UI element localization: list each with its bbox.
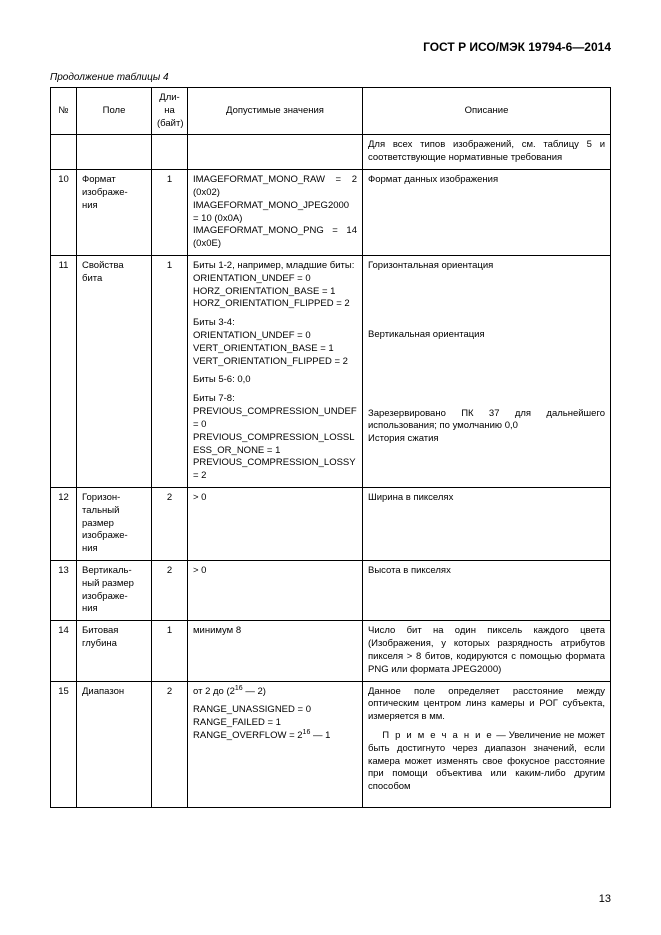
cell-description: Формат данных изображения <box>363 170 611 256</box>
cell-description: Число бит на один пиксель каждого цвета … <box>363 621 611 681</box>
cell-description: Горизонтальная ориентация Вертикальная о… <box>363 255 611 487</box>
table-row: 10 Формат изображе- ния 1 IMAGEFORMAT_MO… <box>51 170 611 256</box>
table-row: 15 Диапазон 2 от 2 до (216 — 2) RANGE_UN… <box>51 681 611 807</box>
cell-length: 2 <box>152 681 188 807</box>
text: RANGE_OVERFLOW = 2 <box>193 730 303 741</box>
cell-field: Битовая глубина <box>77 621 152 681</box>
cell-num: 11 <box>51 255 77 487</box>
cell-field: Вертикаль- ный размер изображе- ния <box>77 561 152 621</box>
header-description: Описание <box>363 88 611 135</box>
value-part: RANGE_FAILED = 1 <box>193 717 357 730</box>
document-standard-code: ГОСТ Р ИСО/МЭК 19794-6—2014 <box>50 40 611 54</box>
page-number: 13 <box>599 893 611 905</box>
cell-values: IMAGEFORMAT_MONO_RAW = 2 (0x02) IMAGEFOR… <box>188 170 363 256</box>
value-part: RANGE_OVERFLOW = 216 — 1 <box>193 730 357 743</box>
cell-field: Свойства бита <box>77 255 152 487</box>
cell-field: Горизон- тальный размер изображе- ния <box>77 487 152 560</box>
cell-length: 2 <box>152 487 188 560</box>
value-part: от 2 до (216 — 2) <box>193 686 357 699</box>
cell-field: Диапазон <box>77 681 152 807</box>
cell-num <box>51 135 77 170</box>
desc-part: Горизонтальная ориентация <box>368 260 605 273</box>
cell-description: Ширина в пикселях <box>363 487 611 560</box>
cell-length: 1 <box>152 621 188 681</box>
header-field: Поле <box>77 88 152 135</box>
cell-num: 12 <box>51 487 77 560</box>
cell-length: 1 <box>152 255 188 487</box>
note: П р и м е ч а н и е — Увеличение не може… <box>368 730 605 794</box>
text: от 2 до (2 <box>193 686 235 697</box>
desc-part: Вертикальная ориентация <box>368 329 605 342</box>
value-part: RANGE_UNASSIGNED = 0 <box>193 704 357 717</box>
table-row: Для всех типов изображений, см. таблицу … <box>51 135 611 170</box>
value-part: Биты 3-4: ORIENTATION_UNDEF = 0 VERT_ORI… <box>193 317 357 368</box>
note-label: П р и м е ч а н и е <box>382 730 493 741</box>
cell-values: > 0 <box>188 487 363 560</box>
cell-values <box>188 135 363 170</box>
cell-length <box>152 135 188 170</box>
cell-description: Для всех типов изображений, см. таблицу … <box>363 135 611 170</box>
table-row: 12 Горизон- тальный размер изображе- ния… <box>51 487 611 560</box>
cell-values: > 0 <box>188 561 363 621</box>
cell-description: Данное поле определяет расстояние между … <box>363 681 611 807</box>
table-caption: Продолжение таблицы 4 <box>50 72 611 83</box>
cell-values: минимум 8 <box>188 621 363 681</box>
spec-table: № Поле Дли- на (байт) Допустимые значени… <box>50 87 611 808</box>
value-part: Биты 1-2, например, младшие биты: ORIENT… <box>193 260 357 311</box>
header-values: Допустимые значения <box>188 88 363 135</box>
value-part: Биты 7-8: PREVIOUS_COMPRESSION_UNDEF = 0… <box>193 393 357 483</box>
desc-part: Данное поле определяет расстояние между … <box>368 686 605 724</box>
cell-length: 2 <box>152 561 188 621</box>
cell-num: 15 <box>51 681 77 807</box>
cell-description: Высота в пикселях <box>363 561 611 621</box>
table-row: 13 Вертикаль- ный размер изображе- ния 2… <box>51 561 611 621</box>
cell-length: 1 <box>152 170 188 256</box>
cell-num: 10 <box>51 170 77 256</box>
cell-field <box>77 135 152 170</box>
table-row: 11 Свойства бита 1 Биты 1-2, например, м… <box>51 255 611 487</box>
cell-num: 13 <box>51 561 77 621</box>
table-row: 14 Битовая глубина 1 минимум 8 Число бит… <box>51 621 611 681</box>
header-num: № <box>51 88 77 135</box>
cell-values: Биты 1-2, например, младшие биты: ORIENT… <box>188 255 363 487</box>
desc-part: Зарезервировано ПК 37 для дальнейшего ис… <box>368 408 605 446</box>
table-header-row: № Поле Дли- на (байт) Допустимые значени… <box>51 88 611 135</box>
value-part: Биты 5-6: 0,0 <box>193 374 357 387</box>
note-sep: — <box>493 730 509 741</box>
cell-num: 14 <box>51 621 77 681</box>
text: — 1 <box>310 730 330 741</box>
header-length: Дли- на (байт) <box>152 88 188 135</box>
exponent: 16 <box>235 684 243 691</box>
text: — 2) <box>243 686 266 697</box>
cell-values: от 2 до (216 — 2) RANGE_UNASSIGNED = 0 R… <box>188 681 363 807</box>
cell-field: Формат изображе- ния <box>77 170 152 256</box>
page: ГОСТ Р ИСО/МЭК 19794-6—2014 Продолжение … <box>0 0 661 935</box>
